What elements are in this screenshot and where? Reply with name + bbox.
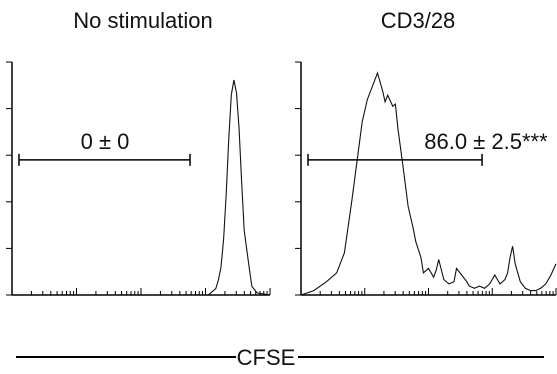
histogram-cd3-28 (300, 71, 557, 296)
histogram-no-stimulation (207, 79, 271, 296)
gate-no-stimulation (18, 153, 191, 166)
gate-label-cd3-28: 86.0 ± 2.5*** (424, 129, 548, 154)
y-ticks-cd3-28 (295, 61, 301, 296)
x-ticks-no-stimulation (11, 288, 271, 295)
y-ticks-no-stimulation (6, 61, 12, 296)
gate-label-no-stimulation: 0 ± 0 (81, 129, 130, 154)
x-axis-label: CFSE (237, 345, 296, 370)
panel-cd3-28: CD3/28 86.0 ± 2.5*** (295, 8, 557, 296)
panel-title-cd3-28: CD3/28 (381, 8, 456, 33)
x-ticks-cd3-28 (300, 288, 557, 295)
panel-no-stimulation: No stimulation 0 ± 0 (6, 8, 271, 296)
gate-cd3-28 (307, 153, 483, 166)
panel-title-no-stimulation: No stimulation (73, 8, 212, 33)
shared-x-label-group: CFSE (16, 345, 544, 370)
